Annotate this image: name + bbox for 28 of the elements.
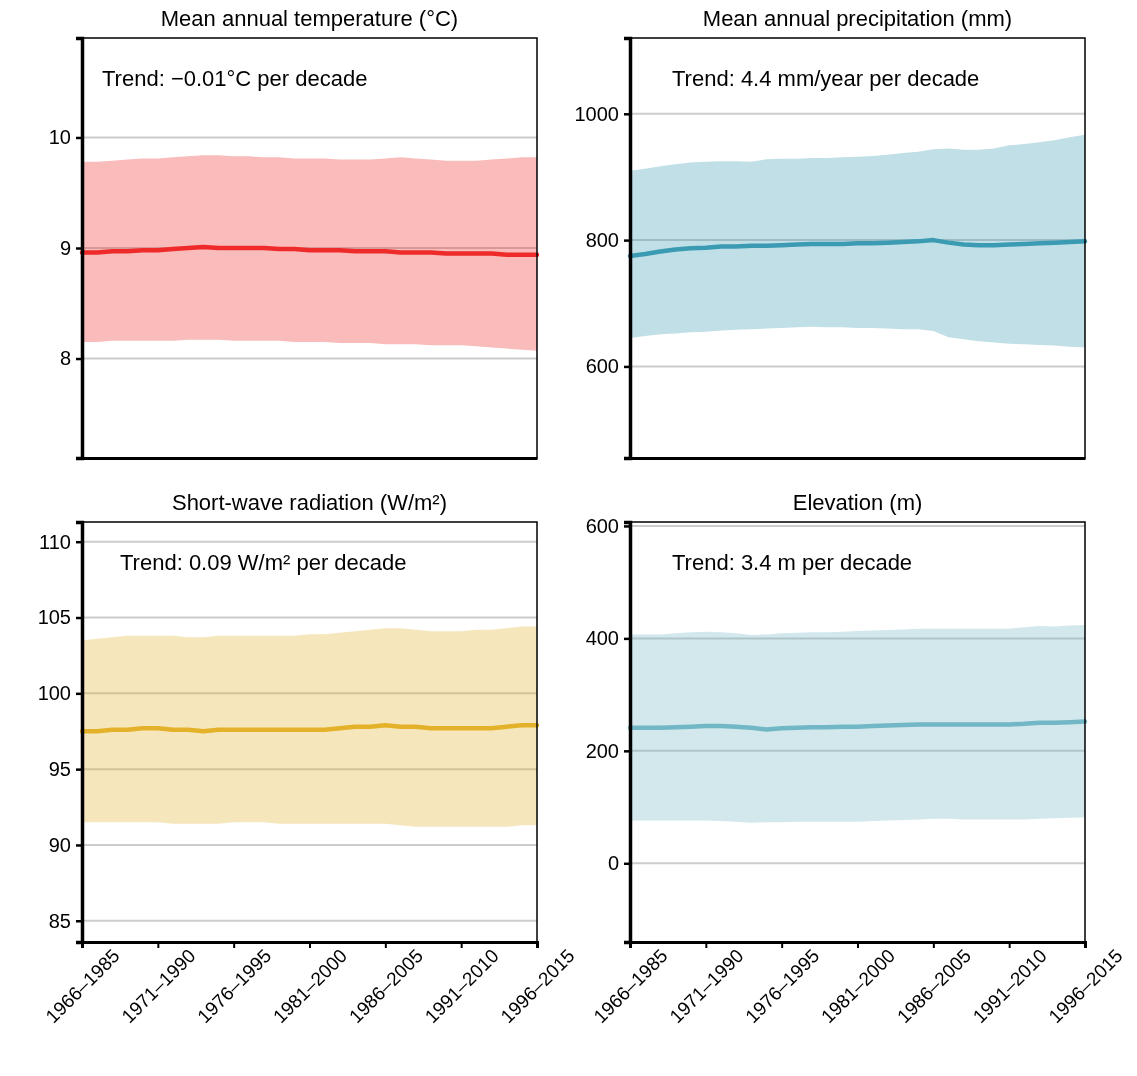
y-tick-label: 400 — [585, 627, 619, 650]
annotation: Trend: 3.4 m per decade — [672, 550, 913, 575]
chart-title: Elevation (m) — [792, 490, 923, 515]
line-series — [627, 237, 1088, 259]
y-tick-label: 90 — [48, 833, 71, 856]
y-tick-label: 110 — [39, 530, 71, 553]
annotation: Trend: 0.09 W/m² per decade — [120, 550, 407, 575]
y-tick-label: 100 — [37, 682, 71, 705]
y-tick-label: 0 — [607, 852, 619, 875]
y-tick-label: 200 — [585, 739, 619, 762]
y-tick-label: 600 — [585, 355, 619, 378]
chart-title: Mean annual temperature (°C) — [160, 6, 459, 31]
y-tick-label: 800 — [585, 229, 619, 252]
annotation: Trend: −0.01°C per decade — [102, 66, 368, 91]
annotation: Trend: 4.4 mm/year per decade — [672, 66, 980, 91]
y-tick-label: 85 — [48, 909, 71, 932]
y-tick-label: 8 — [59, 347, 71, 370]
y-tick-label: 10 — [48, 126, 71, 149]
y-tick-label: 600 — [585, 514, 619, 537]
y-tick-label: 105 — [37, 606, 71, 629]
y-tick-label: 9 — [59, 236, 71, 259]
chart-title: Mean annual precipitation (mm) — [702, 6, 1013, 31]
y-tick-label: 95 — [48, 758, 71, 781]
line-series — [79, 722, 540, 734]
chart-title: Short-wave radiation (W/m²) — [171, 490, 448, 515]
y-tick-label: 1000 — [574, 102, 619, 125]
line-series — [79, 244, 540, 257]
line-series — [627, 719, 1088, 732]
